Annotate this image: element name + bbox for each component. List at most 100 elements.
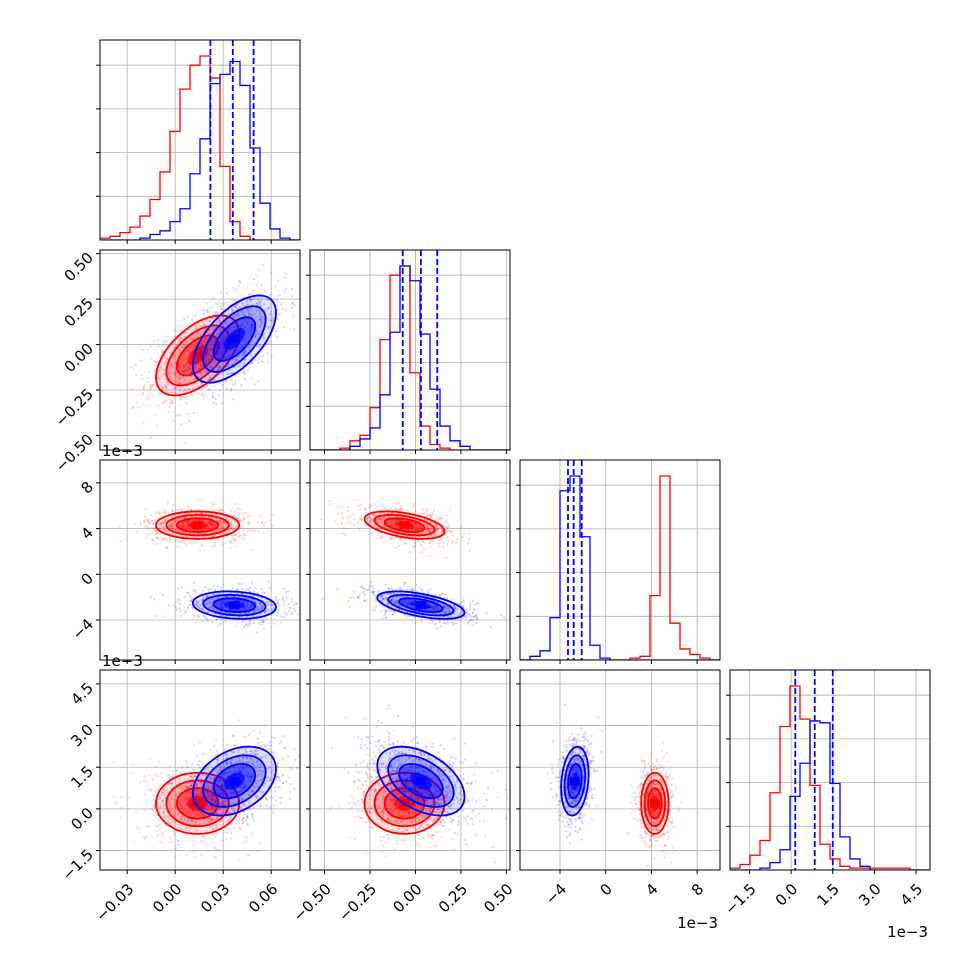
scatter-point — [218, 368, 221, 371]
scatter-point — [240, 582, 244, 585]
scatter-point — [256, 805, 259, 808]
scatter-point — [181, 522, 185, 525]
scatter-point — [178, 523, 181, 526]
scatter-point — [185, 349, 189, 353]
scatter-point — [250, 313, 253, 316]
scatter-point — [215, 344, 218, 347]
scatter-point — [248, 314, 251, 317]
scatter-point — [455, 622, 458, 625]
scatter-point — [162, 526, 165, 529]
scatter-point — [219, 603, 222, 607]
scatter-point — [250, 314, 254, 317]
scatter-point — [177, 382, 180, 385]
scatter-point — [190, 350, 194, 354]
scatter-point — [162, 521, 166, 524]
scatter-point — [252, 298, 255, 301]
scatter-point — [185, 853, 188, 857]
scatter-point — [214, 524, 217, 527]
scatter-point — [187, 369, 190, 372]
scatter-point — [178, 349, 182, 352]
scatter-point — [287, 590, 290, 593]
scatter-point — [192, 589, 195, 592]
scatter-point — [197, 601, 200, 604]
scatter-point — [218, 389, 221, 392]
scatter-point — [285, 308, 288, 312]
scatter-point — [476, 617, 479, 620]
scatter-point — [120, 795, 123, 799]
scatter-point — [500, 613, 503, 617]
scatter-point — [236, 507, 240, 510]
scatter-point — [188, 337, 191, 340]
histogram-series-0 — [310, 265, 510, 450]
histogram-series-1 — [520, 475, 720, 660]
scatter-point — [249, 586, 252, 589]
scatter-point — [241, 302, 244, 305]
scatter-point — [208, 527, 211, 530]
scatter-point — [362, 591, 365, 594]
scatter-point — [438, 516, 442, 519]
scatter-point — [178, 377, 181, 381]
scatter-point — [182, 524, 185, 527]
scatter-point — [237, 821, 240, 825]
scatter-point — [209, 526, 212, 529]
scatter-point — [241, 321, 244, 324]
scatter-point — [260, 318, 263, 321]
scatter-point — [232, 316, 235, 319]
histogram-series-0 — [100, 55, 300, 240]
scatter-point — [166, 391, 169, 394]
scatter-point — [358, 508, 361, 511]
scatter-point — [176, 356, 179, 359]
scatter-point — [155, 424, 159, 427]
scatter-point — [165, 357, 168, 360]
scatter-point — [175, 414, 178, 417]
panel-2-2 — [516, 459, 721, 664]
scatter-point — [180, 370, 184, 373]
scatter-point — [287, 610, 291, 613]
scatter-point — [186, 521, 189, 524]
scatter-point — [405, 588, 409, 592]
scatter-point — [173, 328, 176, 331]
scatter-point — [233, 305, 236, 308]
scatter-point — [199, 603, 202, 607]
panel-content — [310, 460, 510, 660]
scatter-point — [215, 739, 218, 742]
scatter-point — [275, 330, 278, 333]
scatter-point — [210, 587, 213, 590]
scatter-point — [258, 325, 261, 328]
scatter-point — [245, 301, 248, 304]
scatter-point — [216, 364, 219, 367]
scatter-point — [233, 306, 237, 309]
scatter-point — [340, 505, 343, 508]
scatter-point — [260, 315, 263, 319]
scatter-point — [222, 527, 225, 530]
scatter-point — [217, 351, 221, 354]
scatter-point — [209, 521, 212, 524]
scatter-point — [189, 512, 192, 515]
panel-1-1 — [306, 249, 511, 454]
scatter-point — [276, 611, 279, 614]
scatter-point — [159, 522, 162, 525]
scatter-point — [258, 315, 261, 318]
scatter-point — [210, 348, 213, 351]
scatter-point — [218, 320, 222, 324]
scatter-point — [231, 317, 235, 320]
scatter-point — [176, 375, 180, 378]
scatter-point — [199, 519, 203, 522]
scatter-point — [221, 520, 224, 523]
scatter-point — [210, 523, 214, 526]
scatter-point — [183, 317, 186, 321]
scatter-point — [420, 617, 423, 621]
scatter-point — [212, 328, 215, 331]
scatter-point — [161, 388, 164, 391]
scatter-point — [222, 357, 225, 360]
scatter-point — [203, 317, 207, 321]
scatter-point — [219, 602, 222, 605]
scatter-point — [356, 521, 359, 524]
scatter-point — [219, 328, 222, 331]
scatter-point — [207, 527, 210, 530]
scatter-point — [220, 521, 223, 524]
scatter-point — [250, 377, 253, 380]
scatter-point — [236, 346, 239, 349]
scatter-point — [256, 333, 259, 336]
scatter-point — [271, 603, 274, 607]
